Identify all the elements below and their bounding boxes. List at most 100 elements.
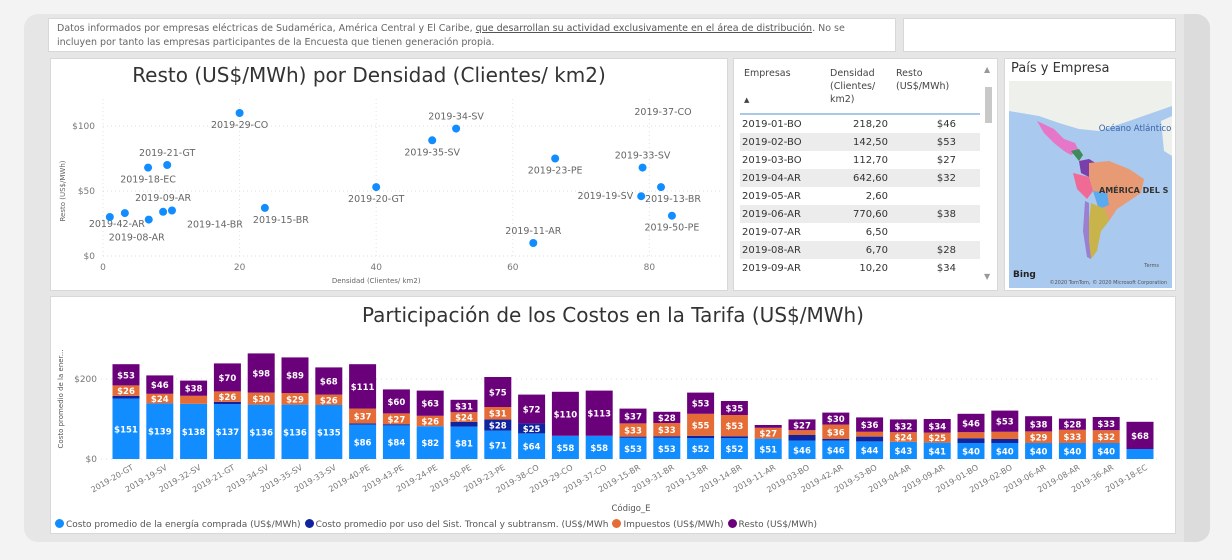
- scroll-up-icon[interactable]: ▲: [984, 65, 991, 74]
- map-canvas[interactable]: Océano Atlántico AMÉRICA DEL S Bing Term…: [1009, 81, 1172, 288]
- data-point[interactable]: [260, 203, 269, 212]
- bar-segment[interactable]: [247, 392, 275, 405]
- bar-segment[interactable]: [112, 395, 140, 399]
- data-point[interactable]: [372, 183, 381, 192]
- bar-segment[interactable]: [1126, 449, 1154, 459]
- bar-segment[interactable]: [687, 413, 715, 436]
- bar-segment[interactable]: [1092, 430, 1120, 443]
- bar-segment[interactable]: [788, 430, 816, 435]
- data-point[interactable]: [167, 206, 176, 215]
- bar-segment[interactable]: [1058, 443, 1086, 459]
- bar-segment[interactable]: [416, 426, 444, 459]
- header-densidad[interactable]: Densidad (Clientes/ km2): [830, 68, 876, 105]
- bar-segment[interactable]: [822, 412, 850, 425]
- bar-segment[interactable]: [281, 357, 309, 393]
- bar-segment[interactable]: [889, 441, 917, 459]
- bar-segment[interactable]: [213, 363, 241, 392]
- table-row[interactable]: 2019-08-AR 6,70 $28: [740, 241, 980, 259]
- bar-segment[interactable]: [281, 393, 309, 405]
- bar-segment[interactable]: [856, 431, 884, 437]
- bar-segment[interactable]: [518, 423, 546, 434]
- data-point[interactable]: [144, 215, 153, 224]
- bar-segment[interactable]: [687, 392, 715, 414]
- bar-segment[interactable]: [957, 438, 985, 443]
- data-point[interactable]: [637, 192, 646, 201]
- legend-item[interactable]: Costo promedio por uso del Sist. Troncal…: [304, 519, 608, 530]
- legend-item[interactable]: Impuestos (US$/MWh): [612, 519, 724, 530]
- bar-segment[interactable]: [1025, 443, 1053, 459]
- data-point[interactable]: [452, 124, 461, 133]
- data-point[interactable]: [144, 163, 153, 172]
- bar-segment[interactable]: [957, 413, 985, 433]
- bar-segment[interactable]: [991, 431, 1019, 439]
- bar-segment[interactable]: [1092, 443, 1120, 459]
- bar-segment[interactable]: [585, 390, 613, 436]
- bar-segment[interactable]: [720, 401, 748, 415]
- bar-segment[interactable]: [416, 415, 444, 427]
- bar-segment[interactable]: [315, 394, 343, 405]
- data-point[interactable]: [638, 163, 647, 172]
- bar-segment[interactable]: [416, 390, 444, 416]
- scatter-visual[interactable]: Resto (US$/MWh) por Densidad (Clientes/ …: [50, 58, 728, 291]
- bar-segment[interactable]: [957, 443, 985, 459]
- bar-segment[interactable]: [889, 419, 917, 433]
- bar-segment[interactable]: [213, 404, 241, 459]
- bar-segment[interactable]: [112, 364, 140, 386]
- bar-segment[interactable]: [551, 435, 579, 459]
- bar-segment[interactable]: [484, 377, 512, 407]
- bar-segment[interactable]: [788, 419, 816, 431]
- bar-segment[interactable]: [991, 443, 1019, 459]
- header-empresas[interactable]: Empresas ▲: [740, 65, 826, 113]
- bar-segment[interactable]: [213, 401, 241, 405]
- data-point[interactable]: [551, 154, 560, 163]
- bar-segment[interactable]: [551, 391, 579, 436]
- bar-segment[interactable]: [788, 440, 816, 459]
- bar-segment[interactable]: [213, 391, 241, 402]
- bar-segment[interactable]: [653, 411, 681, 423]
- bar-segment[interactable]: [585, 435, 613, 459]
- bar-segment[interactable]: [991, 410, 1019, 432]
- bar-segment[interactable]: [518, 433, 546, 459]
- bar-segment[interactable]: [1092, 417, 1120, 431]
- bar-segment[interactable]: [450, 421, 478, 427]
- bar-segment[interactable]: [146, 375, 174, 394]
- bar-segment[interactable]: [923, 432, 951, 443]
- table-row[interactable]: 2019-01-BO 218,20 $46: [740, 115, 980, 133]
- table-row[interactable]: 2019-04-AR 642,60 $32: [740, 169, 980, 187]
- bar-segment[interactable]: [687, 438, 715, 459]
- bar-segment[interactable]: [822, 439, 850, 441]
- table-row[interactable]: 2019-06-AR 770,60 $38: [740, 205, 980, 223]
- legend-item[interactable]: Resto (US$/MWh): [727, 519, 817, 530]
- bar-segment[interactable]: [1058, 429, 1086, 443]
- bar-segment[interactable]: [349, 424, 377, 459]
- bar-segment[interactable]: [180, 403, 208, 459]
- page-scrollbar[interactable]: [1184, 14, 1210, 542]
- bar-segment[interactable]: [382, 413, 410, 425]
- bar-segment[interactable]: [450, 412, 478, 422]
- bar-segment[interactable]: [382, 425, 410, 459]
- table-row[interactable]: 2019-02-BO 142,50 $53: [740, 133, 980, 151]
- bar-segment[interactable]: [822, 424, 850, 439]
- bar-segment[interactable]: [146, 393, 174, 404]
- data-point[interactable]: [163, 161, 172, 169]
- header-resto[interactable]: Resto (US$/MWh): [896, 68, 950, 92]
- bar-segment[interactable]: [518, 394, 546, 424]
- bar-segment[interactable]: [1025, 431, 1053, 443]
- bar-segment[interactable]: [1058, 418, 1086, 430]
- bar-segment[interactable]: [382, 389, 410, 414]
- bar-segment[interactable]: [687, 435, 715, 439]
- data-point[interactable]: [235, 109, 244, 117]
- bar-segment[interactable]: [1025, 416, 1053, 432]
- table-row[interactable]: 2019-09-AR 10,20 $34: [740, 259, 980, 277]
- bar-segment[interactable]: [349, 364, 377, 409]
- data-point[interactable]: [667, 211, 676, 220]
- bar-segment[interactable]: [349, 408, 377, 424]
- bar-segment[interactable]: [349, 423, 377, 425]
- bar-segment[interactable]: [923, 442, 951, 459]
- data-point[interactable]: [159, 207, 168, 216]
- bar-segment[interactable]: [450, 426, 478, 459]
- bar-visual[interactable]: Participación de los Costos en la Tarifa…: [50, 296, 1176, 534]
- data-point[interactable]: [120, 209, 129, 218]
- bar-segment[interactable]: [247, 353, 275, 393]
- bar-segment[interactable]: [822, 440, 850, 459]
